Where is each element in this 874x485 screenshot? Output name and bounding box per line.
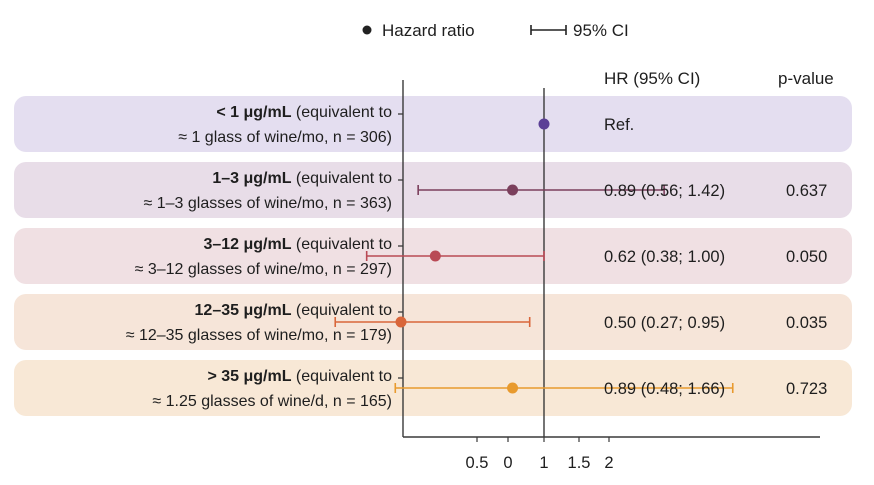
- x-tick-label: 2: [604, 454, 613, 472]
- x-tick-label: 1: [539, 454, 548, 472]
- x-axis-ticks: 0.5 0 1 1.5 2: [466, 437, 614, 472]
- row-label-line2: ≈ 1–3 glasses of wine/mo, n = 363): [144, 195, 392, 212]
- row-p-value: 0.050: [786, 248, 827, 266]
- row-label-bold: < 1 μg/mL: [216, 104, 291, 121]
- row-p-value: 0.723: [786, 380, 827, 398]
- header-p-value: p-value: [778, 69, 834, 88]
- row-label-line2: ≈ 12–35 glasses of wine/mo, n = 179): [126, 327, 392, 344]
- row-label-line2: ≈ 3–12 glasses of wine/mo, n = 297): [135, 261, 392, 278]
- row-label-rest: (equivalent to: [291, 104, 392, 121]
- row-values: Ref. 0.89 (0.56; 1.42) 0.637 0.62 (0.38; 1.…: [604, 116, 827, 398]
- row-band: [14, 96, 852, 152]
- row-label-rest: (equivalent to: [291, 302, 392, 319]
- row-hr-value: Ref.: [604, 116, 634, 134]
- y-axis-ticks: [398, 113, 403, 379]
- hazard-ratio-point: [507, 382, 519, 394]
- row-hr-value: 0.89 (0.56; 1.42): [604, 182, 725, 200]
- row-label-line1: 12–35 μg/mL (equivalent to: [195, 302, 393, 319]
- row-label-bold: 3–12 μg/mL: [203, 236, 291, 253]
- hazard-ratio-point: [429, 250, 441, 262]
- legend: Hazard ratio 95% CI: [362, 21, 629, 40]
- row-label-line2: ≈ 1.25 glasses of wine/d, n = 165): [152, 393, 392, 410]
- row-labels: < 1 μg/mL (equivalent to ≈ 1 glass of win…: [126, 104, 392, 410]
- x-tick-label: 0: [503, 454, 512, 472]
- x-tick-label: 0.5: [466, 454, 489, 472]
- row-hr-value: 0.50 (0.27; 0.95): [604, 314, 725, 332]
- row-hr-value: 0.62 (0.38; 1.00): [604, 248, 725, 266]
- legend-ci-icon: [530, 25, 567, 35]
- row-label-bold: 1–3 μg/mL: [212, 170, 291, 187]
- row-label-bold: 12–35 μg/mL: [195, 302, 292, 319]
- row-p-value: 0.035: [786, 314, 827, 332]
- row-label-line1: 1–3 μg/mL (equivalent to: [212, 170, 392, 187]
- hazard-ratio-point: [538, 118, 550, 130]
- row-label-line1: < 1 μg/mL (equivalent to: [216, 104, 392, 121]
- row-label-line1: > 35 μg/mL (equivalent to: [207, 368, 392, 385]
- row-label-line1: 3–12 μg/mL (equivalent to: [203, 236, 392, 253]
- row-label-bold: > 35 μg/mL: [207, 368, 291, 385]
- x-tick-label: 1.5: [568, 454, 591, 472]
- row-label-rest: (equivalent to: [291, 170, 392, 187]
- ci-marks: [334, 118, 734, 394]
- row-label-rest: (equivalent to: [291, 368, 392, 385]
- legend-hazard-label: Hazard ratio: [382, 21, 475, 40]
- header-hr: HR (95% CI): [604, 69, 700, 88]
- hazard-ratio-point: [507, 184, 519, 196]
- row-hr-value: 0.89 (0.48; 1.66): [604, 380, 725, 398]
- legend-ci-label: 95% CI: [573, 21, 629, 40]
- legend-hazard-marker-icon: [362, 25, 372, 35]
- row-p-value: 0.637: [786, 182, 827, 200]
- row-label-rest: (equivalent to: [291, 236, 392, 253]
- hazard-ratio-point: [395, 316, 407, 328]
- row-label-line2: ≈ 1 glass of wine/mo, n = 306): [178, 129, 392, 146]
